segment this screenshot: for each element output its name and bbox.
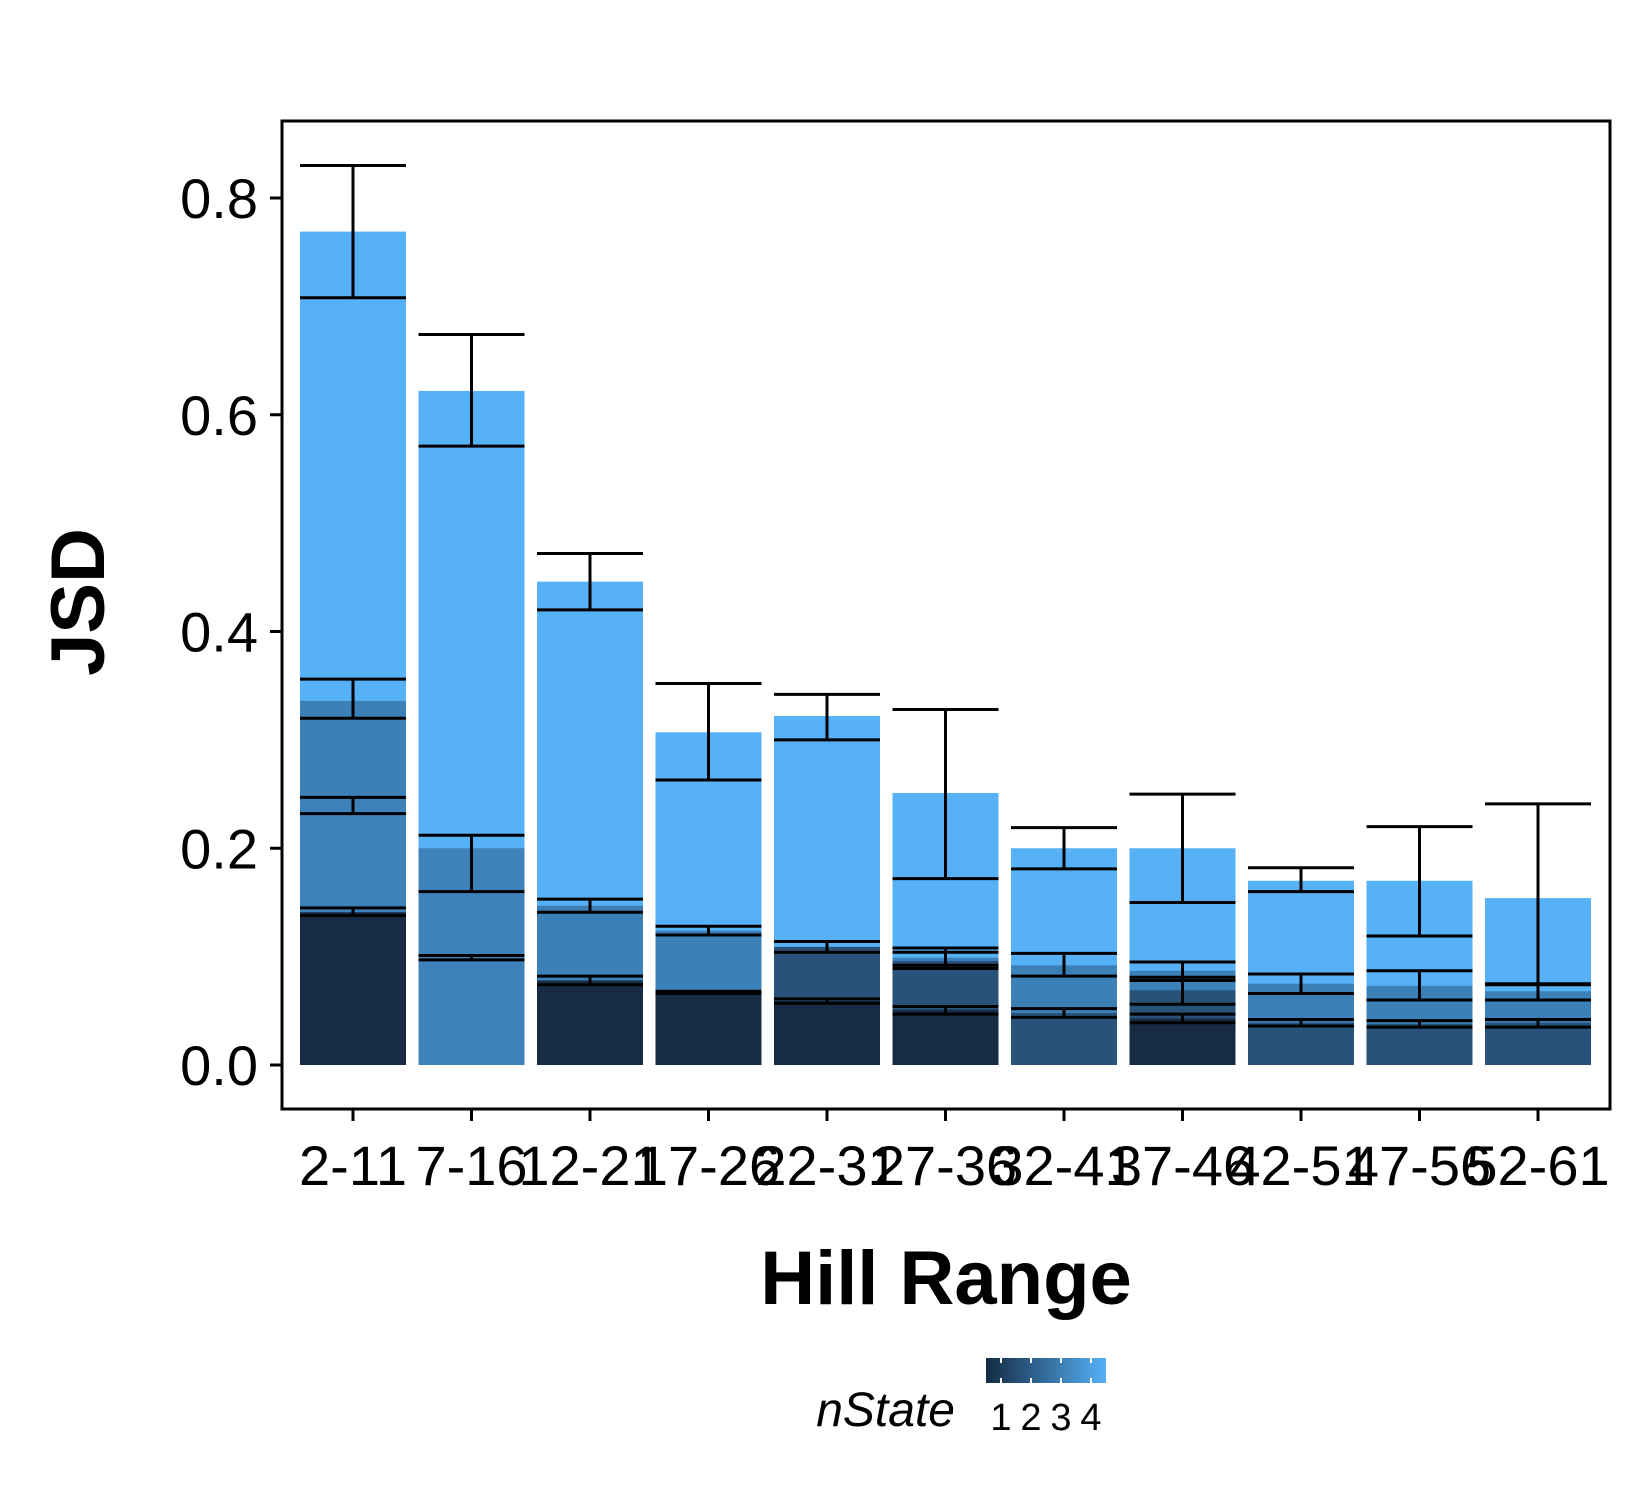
error-bar-nstate-4-12-21 [537,551,643,612]
y-axis: 0.0 0.2 0.4 0.6 0.8 [180,167,282,1097]
x-tick-label: 32-41 [992,1134,1135,1197]
bar-nstate-1-37-46 [1129,1018,1236,1065]
x-tick-label: 12-21 [518,1134,661,1197]
error-bar-nstate-4-17-26 [655,682,762,782]
error-bars-layer [300,163,1591,1029]
x-tick-label: 17-26 [637,1134,780,1197]
error-bar-nstate-4-37-46 [1129,792,1236,904]
error-bar-nstate-4-2-11 [300,163,406,300]
y-tick-label: 0.8 [180,167,258,230]
error-bar-nstate-2-42-51 [1248,1017,1354,1028]
x-tick-label: 22-31 [755,1134,898,1197]
bar-nstate-1-17-26 [655,992,762,1065]
x-tick-label: 47-56 [1348,1134,1491,1197]
y-axis-title: JSD [36,528,121,676]
bar-nstate-2-42-51 [1248,1022,1354,1065]
error-bar-nstate-4-22-31 [774,692,880,742]
legend-tick-label: 2 [1020,1397,1041,1439]
error-bar-nstate-3-12-21 [537,897,643,914]
error-bar-nstate-1-37-46 [1129,1012,1236,1025]
error-bar-nstate-4-47-56 [1366,825,1473,938]
error-bar-nstate-3-32-41 [1011,951,1117,978]
x-tick-label: 42-51 [1229,1134,1372,1197]
error-bar-nstate-3-2-11 [300,795,406,816]
x-tick-label: 7-16 [415,1134,527,1197]
error-bar-nstate-1-12-21 [537,974,643,987]
error-bar-nstate-1-2-11 [300,906,406,917]
error-bar-nstate-3-17-26 [655,924,762,937]
error-bar-nstate-1-17-26 [655,989,762,995]
error-bar-nstate-3-52-61 [1485,982,1591,1002]
error-bar-nstate-3-7-16 [418,833,525,894]
bar-nstate-1-22-31 [774,1001,880,1065]
legend-tick-label: 1 [990,1397,1011,1439]
bar-nstate-1-2-11 [300,912,406,1065]
y-tick-label: 0.2 [180,817,258,880]
error-bar-nstate-2-52-61 [1485,1017,1591,1029]
y-tick-label: 0.6 [180,384,258,447]
error-bar-nstate-4-42-51 [1248,866,1354,894]
error-bar-nstate-4-32-41 [1011,826,1117,871]
legend-colorbar [986,1358,1106,1383]
error-bar-nstate-2-37-46 [1129,975,1236,1006]
bar-nstate-2-52-61 [1485,1022,1591,1065]
error-bar-nstate-2-47-56 [1366,1019,1473,1029]
error-bar-nstate-2-22-31 [774,939,880,954]
bar-nstate-2-32-41 [1011,1012,1117,1065]
error-bar-nstate-3-42-51 [1248,972,1354,995]
x-tick-label: 52-61 [1466,1134,1609,1197]
bar-nstate-1-27-36 [892,1009,999,1065]
error-bar-nstate-4-27-36 [892,708,999,881]
error-bar-nstate-3-2-11 [300,677,406,720]
y-tick-label: 0.0 [180,1034,258,1097]
y-tick-label: 0.4 [180,601,258,664]
x-tick-label: 37-46 [1111,1134,1254,1197]
error-bar-nstate-1-27-36 [892,1004,999,1016]
legend-title: nState [816,1384,955,1437]
bar-nstate-2-47-56 [1366,1023,1473,1065]
error-bar-nstate-4-7-16 [418,333,525,448]
error-bar-nstate-1-22-31 [774,997,880,1005]
legend-tick-label: 4 [1080,1397,1101,1439]
error-bar-nstate-2-32-41 [1011,1007,1117,1019]
x-tick-label: 27-36 [874,1134,1017,1197]
bars-layer [300,231,1591,1066]
error-bar-nstate-3-47-56 [1366,969,1473,1002]
x-tick-label: 2-11 [299,1134,407,1197]
error-bar-nstate-3-7-16 [418,954,525,962]
legend-tick-label: 3 [1050,1397,1071,1439]
x-axis: 2-11 7-1612-2117-2622-3127-3632-4137-4642… [299,1109,1610,1197]
x-axis-title: Hill Range [760,1236,1132,1321]
error-bar-nstate-2-27-36 [892,950,999,971]
bar-nstate-1-12-21 [537,980,643,1065]
